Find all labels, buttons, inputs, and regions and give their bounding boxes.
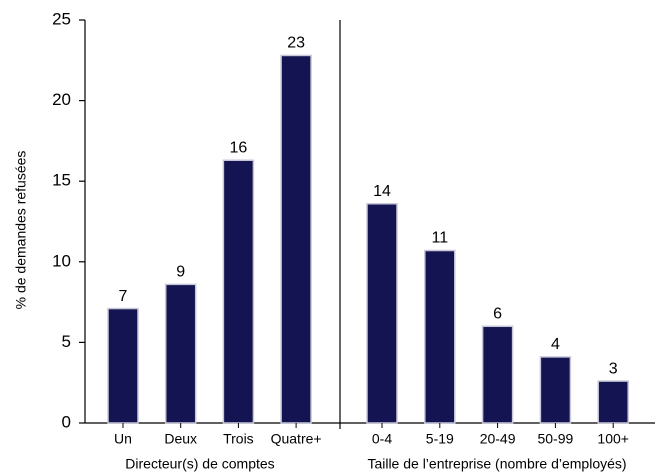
x-tick-label: 0-4 [372,431,392,447]
value-label: 14 [373,183,391,200]
x-tick-label: Un [114,431,132,447]
x-tick-label: Quatre+ [271,431,322,447]
x-tick-label: Trois [223,431,254,447]
bar [481,325,514,424]
value-label: 11 [431,230,448,247]
bar [222,159,255,424]
x-tick-label: 100+ [597,431,629,447]
value-label: 16 [230,139,248,156]
x-tick-label: 5-19 [426,431,454,447]
x-tick-label: Deux [164,431,197,447]
x-tick-label: 20-49 [480,431,516,447]
value-label: 6 [493,305,502,322]
value-label: 7 [119,288,128,305]
bar [366,203,398,424]
x-tick-label: 50-99 [537,431,573,447]
value-label: 23 [287,35,305,52]
group-label: Taille de l’entreprise (nombre d’employé… [367,456,626,472]
bar [539,356,572,424]
bar [280,54,312,424]
y-axis-label: % de demandes refusées [13,151,29,310]
value-label: 4 [551,336,560,353]
y-tick-label: 20 [52,90,71,109]
y-tick-label: 0 [62,412,71,431]
bar [164,283,197,424]
y-tick-label: 25 [52,9,71,28]
y-tick-label: 10 [52,251,71,270]
bar [597,380,629,424]
value-label: 9 [176,264,185,281]
y-tick-label: 5 [62,332,71,351]
y-tick-label: 15 [52,171,71,190]
bar [107,307,139,424]
bar [424,249,456,424]
value-label: 3 [609,360,618,377]
group-label: Directeur(s) de comptes [125,456,274,472]
